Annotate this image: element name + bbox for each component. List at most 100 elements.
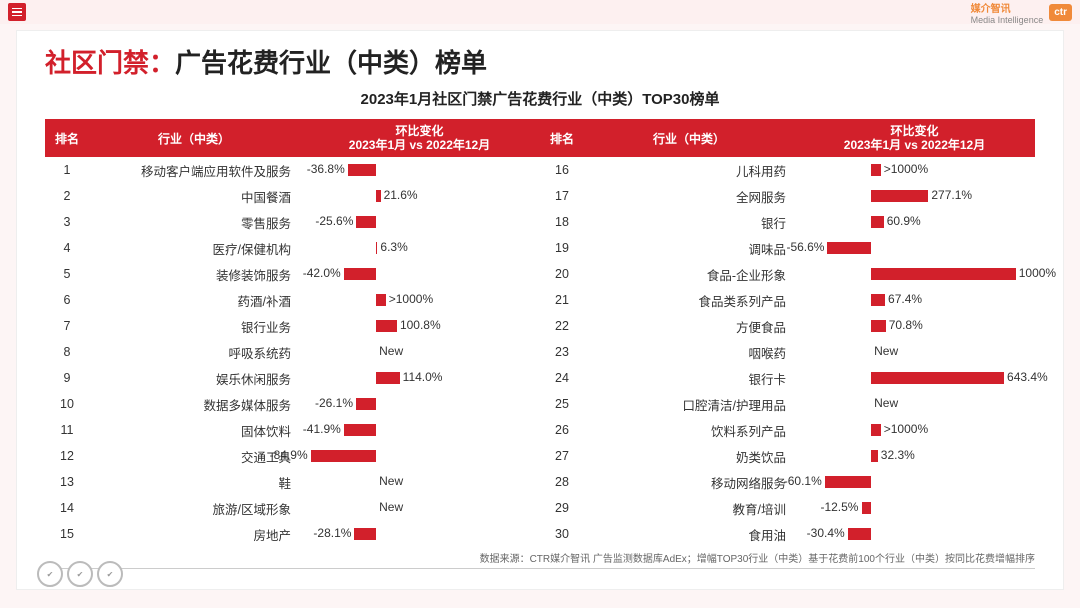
hdr-category: 行业（中类）: [89, 119, 299, 157]
change-value: -60.1%: [784, 474, 822, 488]
cert-badge: ✔: [67, 561, 93, 587]
cell-rank: 29: [540, 501, 584, 515]
cell-change: 277.1%: [794, 188, 1035, 204]
change-bar: [871, 294, 885, 306]
cell-change: -26.1%: [299, 396, 540, 412]
change-value: 32.3%: [881, 448, 915, 462]
cert-badge: ✔: [37, 561, 63, 587]
cert-badges: ✔ ✔ ✔: [37, 561, 123, 587]
table-row: 7银行业务100.8%: [45, 313, 540, 339]
cell-category: 口腔清洁/护理用品: [584, 395, 794, 414]
change-value: 60.9%: [887, 214, 921, 228]
cell-change: -60.1%: [794, 474, 1035, 490]
cell-change: -28.1%: [299, 526, 540, 542]
cell-rank: 28: [540, 475, 584, 489]
cell-change: -25.6%: [299, 214, 540, 230]
table-row: 6药酒/补酒>1000%: [45, 287, 540, 313]
table-row: 4医疗/保健机构6.3%: [45, 235, 540, 261]
change-value: -36.8%: [307, 162, 345, 176]
cell-rank: 11: [45, 423, 89, 437]
subtitle: 2023年1月社区门禁广告花费行业（中类）TOP30榜单: [45, 88, 1035, 109]
change-value: 21.6%: [384, 188, 418, 202]
cell-change: >1000%: [794, 162, 1035, 178]
cell-rank: 13: [45, 475, 89, 489]
menu-icon[interactable]: [8, 3, 26, 21]
table-row: 26饮料系列产品>1000%: [540, 417, 1035, 443]
cell-rank: 1: [45, 163, 89, 177]
table-row: 8呼吸系统药New: [45, 339, 540, 365]
cell-category: 药酒/补酒: [89, 291, 299, 310]
cell-change: -42.0%: [299, 266, 540, 282]
cell-change: 60.9%: [794, 214, 1035, 230]
table-row: 14旅游/区域形象New: [45, 495, 540, 521]
cell-rank: 15: [45, 527, 89, 541]
change-bar: [376, 320, 397, 332]
cell-category: 房地产: [89, 525, 299, 544]
cell-category: 交通工具: [89, 447, 299, 466]
cell-rank: 19: [540, 241, 584, 255]
cell-rank: 8: [45, 345, 89, 359]
cell-change: New: [794, 344, 1035, 360]
brand-cn: 媒介智讯: [971, 0, 1044, 15]
table-row: 28移动网络服务-60.1%: [540, 469, 1035, 495]
hdr-rank: 排名: [540, 119, 584, 157]
brand: 媒介智讯 Media Intelligence ctr: [971, 0, 1072, 25]
table-row: 30食用油-30.4%: [540, 521, 1035, 547]
cell-change: New: [299, 474, 540, 490]
cell-rank: 26: [540, 423, 584, 437]
cell-rank: 9: [45, 371, 89, 385]
table-row: 22方便食品70.8%: [540, 313, 1035, 339]
cell-category: 食用油: [584, 525, 794, 544]
table-row: 12交通工具-84.9%: [45, 443, 540, 469]
cell-rank: 16: [540, 163, 584, 177]
cell-category: 奶类饮品: [584, 447, 794, 466]
cell-change: -36.8%: [299, 162, 540, 178]
cell-category: 食品类系列产品: [584, 291, 794, 310]
change-bar: [827, 242, 871, 254]
brand-logo: ctr: [1049, 4, 1072, 21]
cell-rank: 10: [45, 397, 89, 411]
change-value: New: [874, 396, 898, 410]
topbar: 媒介智讯 Media Intelligence ctr: [0, 0, 1080, 24]
change-bar: [354, 528, 376, 540]
cell-rank: 4: [45, 241, 89, 255]
cell-category: 固体饮料: [89, 421, 299, 440]
cell-rank: 25: [540, 397, 584, 411]
cell-rank: 27: [540, 449, 584, 463]
table-row: 10数据多媒体服务-26.1%: [45, 391, 540, 417]
change-value: -42.0%: [303, 266, 341, 280]
change-value: 643.4%: [1007, 370, 1048, 384]
cell-change: 643.4%: [794, 370, 1035, 386]
cell-category: 银行业务: [89, 317, 299, 336]
cell-change: 6.3%: [299, 240, 540, 256]
cell-rank: 18: [540, 215, 584, 229]
change-value: 70.8%: [889, 318, 923, 332]
cell-category: 旅游/区域形象: [89, 499, 299, 518]
change-value: 277.1%: [931, 188, 972, 202]
change-value: -26.1%: [315, 396, 353, 410]
table-left: 排名 行业（中类） 环比变化 2023年1月 vs 2022年12月 1移动客户…: [45, 119, 540, 547]
hdr-category: 行业（中类）: [584, 119, 794, 157]
cell-rank: 22: [540, 319, 584, 333]
cell-category: 银行: [584, 213, 794, 232]
table-row: 1移动客户端应用软件及服务-36.8%: [45, 157, 540, 183]
cell-rank: 6: [45, 293, 89, 307]
cell-category: 银行卡: [584, 369, 794, 388]
change-value: New: [379, 500, 403, 514]
cell-change: New: [299, 344, 540, 360]
cell-change: New: [794, 396, 1035, 412]
table-right: 排名 行业（中类） 环比变化 2023年1月 vs 2022年12月 16儿科用…: [540, 119, 1035, 547]
change-bar: [871, 424, 881, 436]
table-row: 20食品-企业形象1000%: [540, 261, 1035, 287]
cell-change: -12.5%: [794, 500, 1035, 516]
cell-change: -56.6%: [794, 240, 1035, 256]
cell-rank: 17: [540, 189, 584, 203]
title: 社区门禁：广告花费行业（中类）榜单: [45, 43, 1035, 80]
change-value: >1000%: [884, 422, 928, 436]
change-bar: [871, 320, 886, 332]
table-row: 24银行卡643.4%: [540, 365, 1035, 391]
table-row: 27奶类饮品 32.3%: [540, 443, 1035, 469]
cell-rank: 2: [45, 189, 89, 203]
cell-change: -41.9%: [299, 422, 540, 438]
cell-change: 70.8%: [794, 318, 1035, 334]
